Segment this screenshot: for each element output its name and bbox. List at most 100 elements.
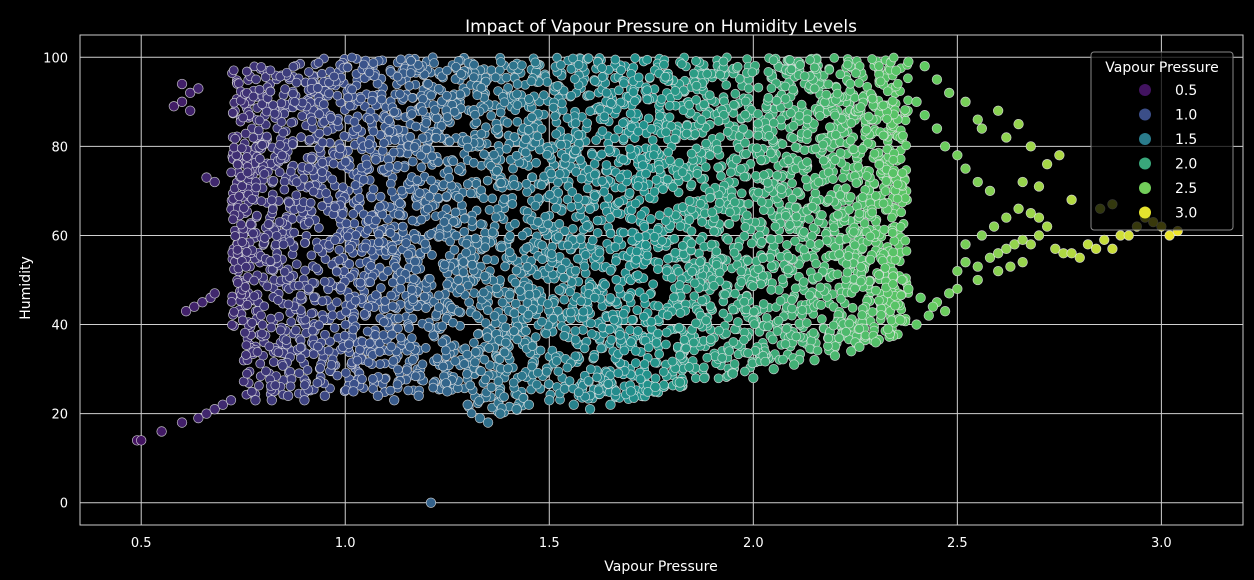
data-point: [546, 249, 557, 259]
data-point: [650, 381, 661, 393]
data-point: [648, 150, 659, 161]
data-point: [348, 209, 359, 219]
data-point: [386, 290, 396, 301]
data-point: [768, 55, 779, 66]
data-point: [697, 217, 707, 227]
data-point: [830, 110, 840, 121]
data-point: [660, 71, 671, 82]
data-point: [605, 228, 616, 239]
data-point: [266, 313, 276, 324]
data-point: [530, 332, 541, 342]
data-point: [573, 387, 584, 398]
data-point: [386, 341, 397, 352]
data-point: [517, 60, 527, 71]
data-point: [261, 366, 271, 377]
data-point: [249, 275, 259, 286]
y-tick-label: 40: [51, 319, 68, 334]
data-point: [689, 278, 700, 289]
data-point: [724, 219, 735, 229]
data-point: [482, 305, 493, 316]
data-point: [559, 330, 570, 341]
data-point: [575, 234, 586, 244]
data-point: [591, 135, 601, 146]
data-point: [464, 297, 474, 308]
data-point: [370, 330, 381, 340]
data-point: [364, 114, 375, 125]
data-point: [465, 188, 476, 199]
data-point: [704, 90, 715, 100]
data-point: [780, 339, 791, 349]
legend-marker: [1139, 133, 1151, 145]
data-point: [832, 88, 843, 99]
data-point: [508, 60, 519, 71]
data-point: [586, 329, 597, 339]
data-point: [273, 295, 283, 305]
data-point: [878, 130, 889, 141]
data-point: [944, 87, 955, 99]
data-point: [807, 231, 817, 242]
data-point: [846, 118, 857, 128]
data-point: [275, 325, 286, 336]
data-point: [777, 139, 788, 149]
data-point: [486, 110, 497, 121]
data-point: [487, 193, 498, 204]
data-point: [248, 132, 259, 143]
data-point: [363, 357, 374, 368]
data-point: [500, 322, 511, 333]
data-point: [808, 328, 819, 338]
data-point: [691, 318, 701, 329]
data-point: [390, 135, 400, 145]
data-point: [420, 343, 431, 353]
data-point: [339, 131, 350, 141]
data-point: [566, 90, 577, 101]
data-point: [289, 227, 300, 238]
data-point: [279, 266, 290, 277]
data-point: [404, 81, 415, 91]
data-point: [554, 169, 565, 179]
data-point: [589, 159, 600, 169]
data-point: [960, 239, 971, 250]
data-point: [834, 333, 844, 343]
data-point: [209, 288, 220, 299]
data-point: [919, 61, 930, 72]
data-point: [618, 118, 628, 128]
data-point: [538, 90, 549, 100]
data-point: [723, 234, 734, 245]
data-point: [802, 157, 812, 167]
data-point: [401, 365, 412, 376]
data-point: [669, 292, 679, 303]
data-point: [616, 65, 626, 75]
data-point: [431, 132, 441, 143]
data-point: [674, 322, 684, 333]
data-point: [268, 175, 279, 186]
data-point: [1005, 261, 1016, 272]
data-point: [291, 77, 302, 88]
data-point: [597, 126, 608, 136]
data-point: [690, 373, 701, 384]
data-point: [430, 105, 440, 115]
data-point: [663, 207, 674, 217]
data-point: [432, 353, 443, 364]
data-point: [756, 196, 767, 207]
data-point: [312, 378, 323, 388]
data-point: [510, 298, 521, 309]
data-point: [334, 255, 345, 266]
data-point: [329, 322, 340, 333]
data-point: [379, 138, 389, 148]
data-point: [842, 267, 853, 278]
data-point: [492, 123, 503, 134]
data-point: [828, 320, 839, 331]
data-point: [630, 358, 641, 368]
data-point: [739, 296, 750, 307]
data-point: [306, 250, 317, 261]
data-point: [746, 238, 757, 249]
data-point: [266, 322, 277, 333]
data-point: [625, 108, 636, 119]
data-point: [689, 291, 700, 302]
data-point: [312, 83, 323, 93]
data-point: [398, 221, 408, 232]
data-point: [503, 363, 513, 374]
data-point: [570, 326, 581, 336]
data-point: [459, 213, 470, 224]
data-point: [590, 261, 601, 271]
